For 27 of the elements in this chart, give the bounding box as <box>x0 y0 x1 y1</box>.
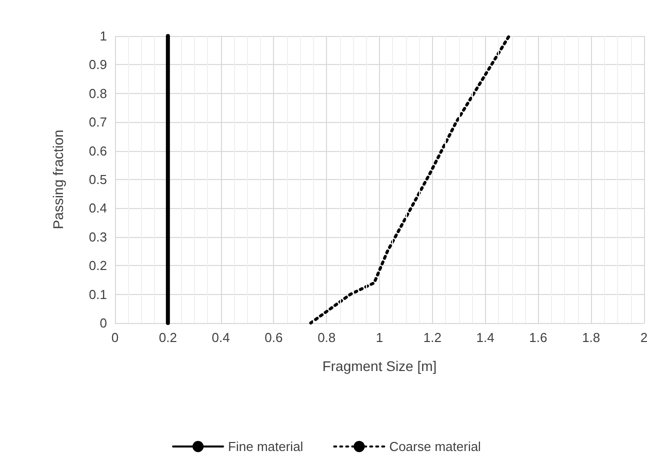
y-tick-label: 0.4 <box>88 200 107 216</box>
legend-label: Coarse material <box>389 439 482 454</box>
y-tick-label: 0.7 <box>88 114 107 130</box>
y-tick-label: 0.2 <box>88 258 107 274</box>
x-tick-label: 0.6 <box>264 330 283 345</box>
y-axis-title: Passing fraction <box>50 130 66 230</box>
y-tick-label: 0.1 <box>88 286 107 302</box>
x-tick-label: 1.4 <box>476 330 494 345</box>
y-tick-label: 0.8 <box>88 86 107 101</box>
y-tick-label: 0.6 <box>88 143 107 158</box>
y-tick-label: 0.5 <box>88 172 107 187</box>
x-axis-title: Fragment Size [m] <box>322 358 437 374</box>
line-series <box>309 34 511 324</box>
x-tick-label: 1.6 <box>529 330 548 345</box>
y-tick-label: 0 <box>100 316 107 330</box>
x-tick-label: 2 <box>640 330 648 345</box>
legend-label: Fine material <box>228 439 304 454</box>
x-tick-label: 0.2 <box>158 330 177 345</box>
x-tick-label: 0.4 <box>212 330 230 345</box>
y-tick-label: 1 <box>100 28 107 44</box>
x-tick-label: 1.8 <box>582 330 600 345</box>
x-tick-label: 1.2 <box>423 330 442 345</box>
y-tick-label: 0.9 <box>88 57 107 72</box>
x-tick-label: 1 <box>376 330 384 345</box>
y-tick-label: 0.3 <box>88 229 107 244</box>
x-tick-label: 0.8 <box>318 330 336 345</box>
x-tick-label: 0 <box>111 330 119 345</box>
